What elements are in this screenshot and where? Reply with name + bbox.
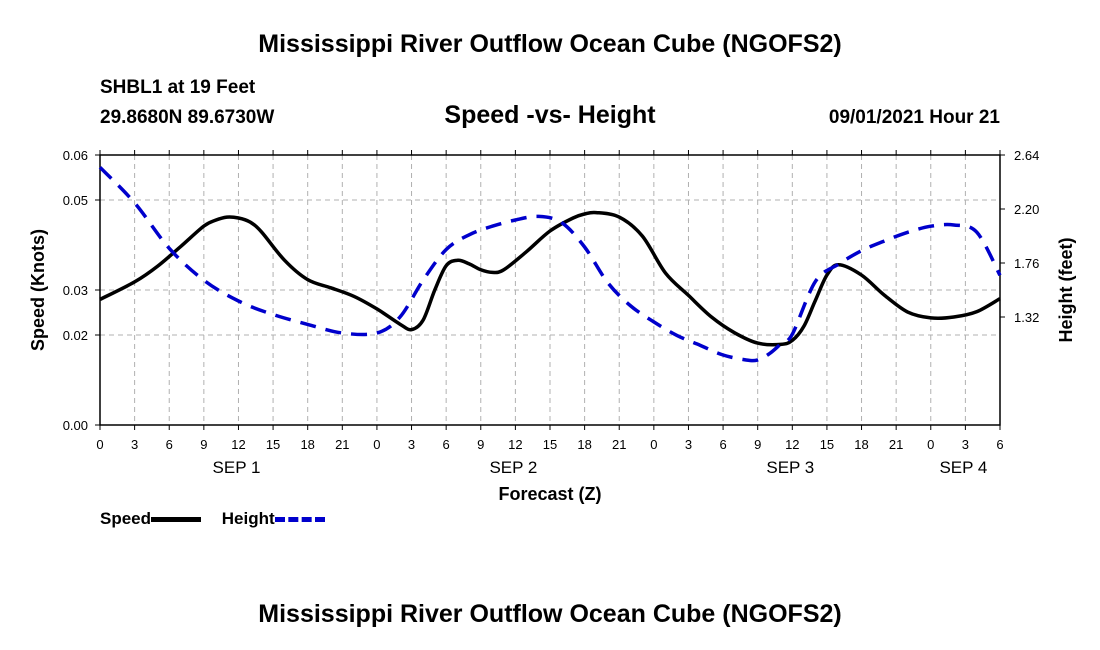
x-tick-label: 18 [854, 437, 868, 452]
x-tick-label: 3 [131, 437, 138, 452]
y-left-tick-label: 0.00 [63, 418, 88, 433]
x-tick-label: 6 [719, 437, 726, 452]
y-left-tick-label: 0.06 [63, 148, 88, 163]
day-label: SEP 3 [766, 458, 814, 477]
x-tick-label: 12 [785, 437, 799, 452]
x-tick-label: 9 [200, 437, 207, 452]
footer-title: Mississippi River Outflow Ocean Cube (NG… [258, 600, 842, 628]
x-tick-label: 15 [820, 437, 834, 452]
speed-series-line [99, 210, 1001, 347]
x-tick-label: 3 [408, 437, 415, 452]
x-tick-label: 9 [754, 437, 761, 452]
x-tick-label: 0 [96, 437, 103, 452]
x-tick-label: 0 [927, 437, 934, 452]
station-label: SHBL1 at 19 Feet [100, 77, 256, 98]
legend: Speed Height [100, 509, 341, 529]
x-tick-label: 3 [685, 437, 692, 452]
height-series-line [98, 166, 1002, 363]
y-left-tick-label: 0.05 [63, 193, 88, 208]
x-axis-title: Forecast (Z) [498, 484, 601, 504]
legend-speed: Speed [100, 509, 202, 529]
day-label: SEP 1 [213, 458, 261, 477]
y-right-tick-label: 2.64 [1014, 148, 1039, 163]
x-tick-label: 12 [508, 437, 522, 452]
y-right-tick-label: 2.20 [1014, 202, 1039, 217]
x-tick-label: 15 [543, 437, 557, 452]
legend-speed-label: Speed [100, 509, 152, 528]
coordinates-label: 29.8680N 89.6730W [100, 107, 275, 128]
x-tick-label: 18 [577, 437, 591, 452]
x-tick-label: 3 [962, 437, 969, 452]
x-tick-label: 9 [477, 437, 484, 452]
y-axis-right-title: Height (feet) [1056, 238, 1076, 343]
x-tick-label: 6 [443, 437, 450, 452]
legend-height: Height [222, 509, 325, 529]
x-tick-label: 18 [300, 437, 314, 452]
y-right-tick-label: 1.32 [1014, 310, 1039, 325]
speed-height-chart: 0 3 6 9 12 15 18 21 0 3 6 9 12 15 18 21 0 3 6 9 12 15 18 21 0 3 6S… [28, 148, 1076, 504]
x-tick-label: 21 [335, 437, 349, 452]
day-label: SEP 2 [489, 458, 537, 477]
y-left-tick-label: 0.02 [63, 328, 88, 343]
x-tick-label: 12 [231, 437, 245, 452]
day-label: SEP 4 [939, 458, 987, 477]
x-tick-label: 15 [266, 437, 280, 452]
y-right-tick-label: 1.76 [1014, 256, 1039, 271]
y-axis-left-title: Speed (Knots) [28, 229, 48, 351]
x-tick-label: 21 [889, 437, 903, 452]
x-tick-label: 21 [612, 437, 626, 452]
page-title: Mississippi River Outflow Ocean Cube (NG… [258, 30, 842, 58]
chart-title: Speed -vs- Height [444, 101, 656, 129]
legend-height-label: Height [221, 509, 275, 528]
forecast-datetime: 09/01/2021 Hour 21 [828, 107, 1000, 128]
x-tick-label: 0 [650, 437, 657, 452]
legend-speed-swatch [151, 517, 202, 523]
x-tick-label: 6 [996, 437, 1003, 452]
legend-height-swatch [274, 517, 325, 523]
x-tick-label: 6 [166, 437, 173, 452]
x-tick-label: 0 [373, 437, 380, 452]
y-left-tick-label: 0.03 [63, 283, 88, 298]
